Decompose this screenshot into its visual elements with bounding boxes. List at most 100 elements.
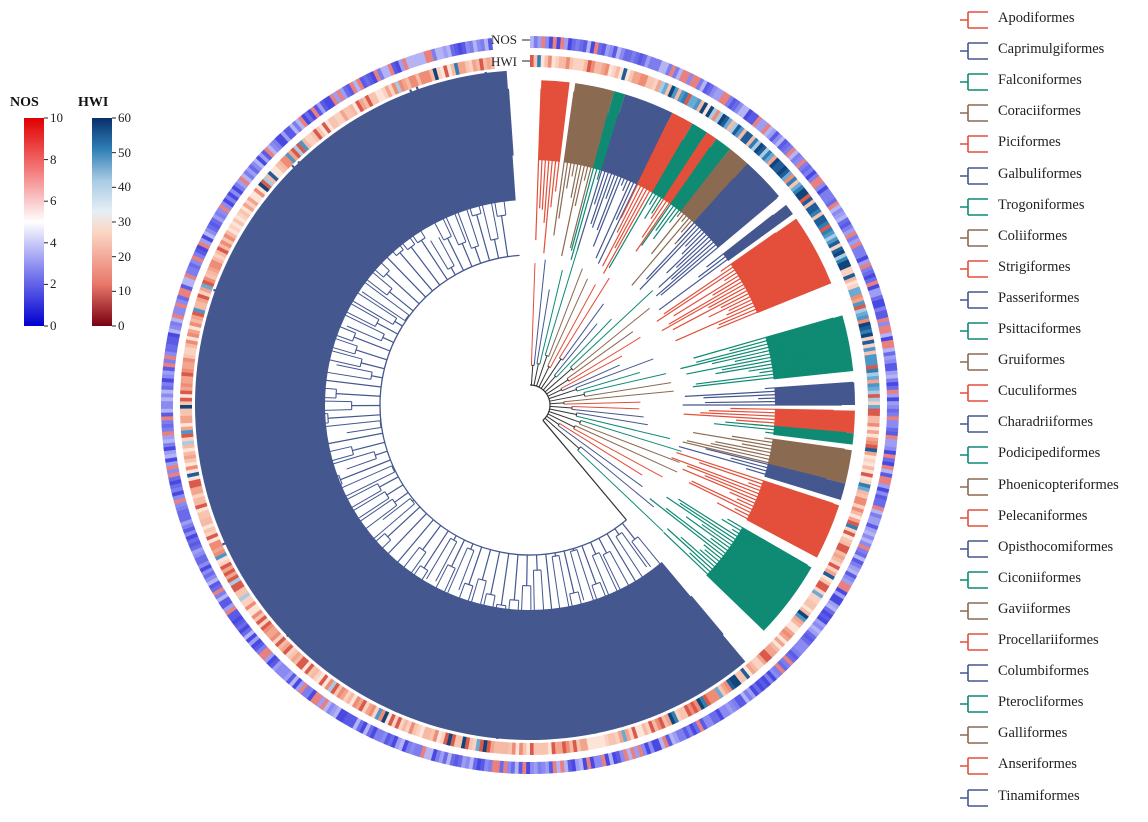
- hwi-cell: [255, 614, 268, 626]
- nos-cell: [768, 667, 780, 680]
- nos-cell: [626, 49, 634, 63]
- nos-cell: [698, 79, 709, 93]
- nos-ring: [161, 36, 899, 774]
- backbone-branch: [269, 383, 337, 390]
- hwi-cell: [835, 255, 849, 265]
- hwi-cell: [357, 699, 368, 712]
- clade-branch: [681, 183, 753, 255]
- legend-item: Trogoniformes: [958, 193, 1144, 223]
- passerine-tip-branch: [284, 177, 348, 236]
- backbone-arc: [458, 241, 467, 246]
- hwi-cell: [827, 561, 841, 571]
- passerine-tip-branch: [221, 410, 281, 415]
- passerine-tip-branch: [211, 399, 281, 403]
- backbone-branch: [311, 377, 382, 388]
- passerine-tip-branch: [371, 121, 409, 188]
- nos-cell: [647, 56, 656, 70]
- hwi-cell: [698, 695, 709, 709]
- hwi-cell: [867, 415, 880, 420]
- legend-item: Podicipediformes: [958, 441, 1144, 471]
- nos-cell: [643, 742, 652, 755]
- hwi-cell: [677, 89, 686, 103]
- nos-cell: [194, 247, 208, 257]
- backbone-branch: [581, 545, 597, 585]
- nos-cell: [233, 617, 246, 629]
- passerine-tip-branch: [446, 645, 466, 711]
- nos-cell: [657, 60, 667, 74]
- hwi-cell: [822, 230, 836, 240]
- nos-cell: [771, 665, 783, 677]
- nos-cell: [867, 283, 880, 292]
- clade-branch: [704, 475, 810, 519]
- hwi-cell: [515, 742, 520, 755]
- nos-cell: [650, 739, 659, 753]
- backbone-arc: [575, 412, 578, 417]
- backbone-branch: [563, 550, 575, 594]
- backbone-branch: [256, 377, 312, 385]
- hwi-cell: [234, 214, 247, 224]
- backbone-branch: [375, 450, 388, 456]
- nos-cell: [494, 760, 501, 773]
- nos-cell: [175, 298, 189, 306]
- legend-tree-glyph-icon: [960, 135, 988, 154]
- backbone-branch: [358, 497, 390, 519]
- hwi-cell: [407, 721, 416, 735]
- hwi-cell: [776, 165, 788, 177]
- hwi-cell: [842, 529, 856, 538]
- nos-cell: [876, 316, 890, 324]
- nos-cell: [727, 97, 738, 110]
- nos-cell: [201, 233, 214, 243]
- nos-cell: [235, 620, 248, 632]
- nos-cell: [714, 89, 725, 102]
- hwi-cell: [284, 646, 297, 658]
- nos-cell: [404, 740, 413, 754]
- hwi-cell: [815, 217, 828, 228]
- legend-tree-glyph-icon: [960, 384, 988, 402]
- clade-branch: [701, 523, 794, 589]
- nos-cell: [724, 702, 735, 715]
- nos-cell: [675, 67, 684, 81]
- backbone-branch: [598, 537, 608, 554]
- nos-cell: [197, 560, 211, 570]
- hwi-cell: [717, 113, 727, 126]
- backbone-arc: [560, 388, 563, 391]
- clade-branch: [644, 139, 694, 219]
- hwi-cell: [182, 443, 195, 449]
- nos-cell: [212, 213, 225, 224]
- hwi-cell: [342, 107, 353, 120]
- passerine-tip-branch: [230, 421, 281, 428]
- nos-cell: [643, 55, 652, 68]
- hwi-cell: [180, 393, 193, 398]
- hwi-cell: [432, 729, 440, 743]
- hwi-cell: [274, 636, 287, 648]
- backbone-arc: [443, 235, 452, 241]
- clade-branch: [686, 341, 847, 375]
- nos-cell: [863, 272, 876, 281]
- backbone-branch: [323, 483, 378, 512]
- backbone-branch: [637, 536, 683, 592]
- nos-cell: [870, 294, 884, 303]
- nos-cell: [255, 154, 268, 167]
- nos-cell: [886, 381, 899, 387]
- clade-branch: [698, 462, 824, 506]
- hwi-cell: [866, 375, 880, 381]
- clade-branch: [682, 441, 831, 479]
- passerine-tip-branch: [278, 560, 336, 608]
- nos-cell: [872, 302, 886, 310]
- nos-cell: [833, 589, 846, 600]
- backbone-branch: [477, 593, 487, 633]
- passerine-tip-branch: [283, 568, 343, 622]
- passerine-tip-branch: [394, 631, 427, 696]
- backbone-branch: [423, 530, 449, 569]
- clade-branch: [748, 482, 832, 513]
- hwi-cell: [355, 99, 365, 113]
- passerine-tip-branch: [272, 548, 327, 588]
- clade-branch: [593, 113, 625, 205]
- nos-cell: [563, 760, 569, 773]
- nos-cell: [445, 44, 453, 58]
- nos-cell: [316, 101, 327, 114]
- nos-cell: [886, 389, 899, 395]
- legend-item: Tinamiformes: [958, 784, 1144, 814]
- nos-cell: [884, 362, 898, 368]
- passerine-tip-branch: [319, 594, 369, 653]
